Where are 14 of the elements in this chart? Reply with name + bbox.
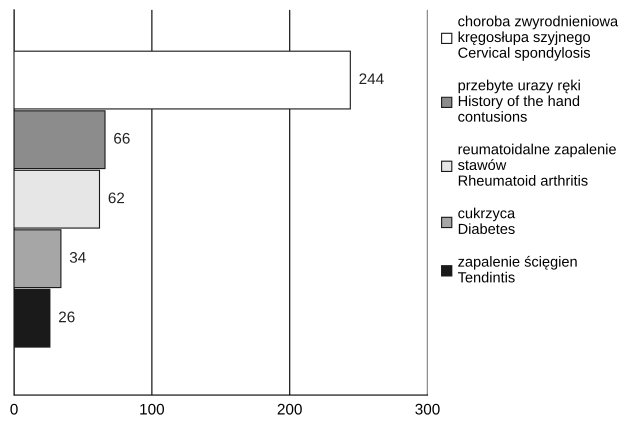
data-label: 62 <box>108 192 124 204</box>
data-label: 244 <box>359 73 384 84</box>
legend-label: reumatoidalne zapalenie stawów Rheumatoid arthritis <box>458 144 616 186</box>
legend-label: cukrzyca Diabetes <box>458 208 516 234</box>
x-tick-label: 300 <box>415 404 440 415</box>
legend-label: choroba zwyrodnieniowa kręgosłupa szyjnego Cervical spondylosis <box>458 16 618 61</box>
legend-label: zapalenie ścięgien Tendintis <box>458 256 577 282</box>
legend-label: przebyte urazy ręki History of the hand contusions <box>458 80 580 122</box>
x-tick-label: 100 <box>140 404 164 415</box>
data-label: 66 <box>114 132 130 144</box>
data-label: 34 <box>70 252 86 263</box>
x-tick-label: 200 <box>278 404 302 415</box>
data-label: 26 <box>58 312 75 322</box>
x-tick-label: 0 <box>10 404 18 415</box>
